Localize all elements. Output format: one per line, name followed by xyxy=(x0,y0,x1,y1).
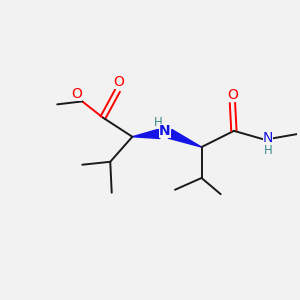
Text: N: N xyxy=(262,131,273,145)
Text: H: H xyxy=(263,144,272,158)
Text: H: H xyxy=(154,116,163,129)
Text: O: O xyxy=(227,88,238,102)
Text: O: O xyxy=(71,87,82,101)
Text: N: N xyxy=(159,124,170,138)
Polygon shape xyxy=(132,129,160,139)
Polygon shape xyxy=(168,130,202,147)
Text: O: O xyxy=(114,75,124,89)
